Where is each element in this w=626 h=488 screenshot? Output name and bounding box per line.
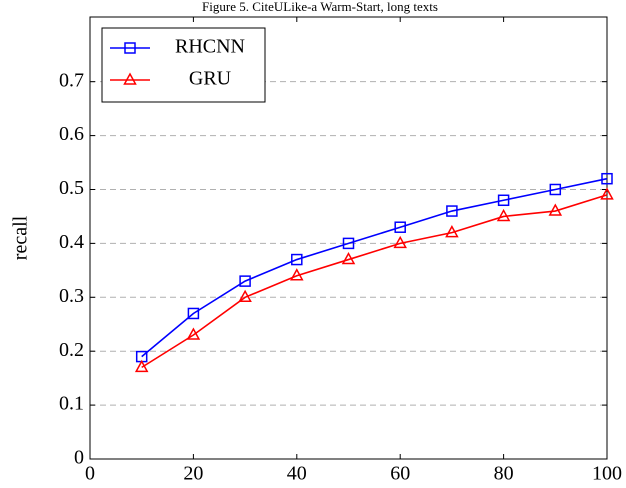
point-marker (187, 307, 200, 320)
point-marker (238, 289, 252, 303)
y-tick-label: 0.4 (59, 231, 84, 253)
point-marker (291, 253, 303, 266)
series-line (141, 177, 608, 358)
legend-label: RHCNN (175, 36, 245, 58)
y-axis-label: recall (10, 215, 32, 260)
point-marker (341, 252, 356, 265)
x-tick-label: 40 (287, 463, 307, 485)
chart-title: Figure 5. CiteULike-a Warm-Start, long t… (202, 0, 438, 14)
point-marker (601, 172, 613, 185)
point-marker (186, 327, 201, 340)
x-tick-label: 20 (183, 463, 203, 485)
point-marker (600, 187, 614, 200)
point-marker (549, 183, 562, 196)
point-marker (394, 221, 406, 233)
y-tick-label: 0.3 (59, 285, 84, 307)
legend-box (101, 27, 266, 103)
point-marker (497, 194, 510, 207)
y-tick-label: 0.1 (59, 393, 84, 415)
x-tick-label: 60 (390, 463, 410, 485)
y-tick-label: 0.6 (59, 123, 84, 145)
point-marker (548, 203, 563, 216)
point-marker (496, 208, 511, 222)
y-tick-label: 0.5 (59, 177, 84, 199)
legend-label: GRU (189, 68, 232, 90)
y-tick-label: 0.2 (59, 339, 84, 361)
point-marker (446, 205, 458, 217)
point-marker (239, 275, 251, 287)
point-marker (393, 235, 407, 249)
legend-marker (124, 42, 136, 54)
point-marker (342, 237, 355, 250)
legend-marker (123, 72, 137, 85)
x-tick-label: 80 (494, 463, 514, 485)
point-marker (445, 225, 459, 238)
y-tick-label: 0.7 (59, 69, 84, 91)
point-marker (290, 268, 304, 281)
x-tick-label: 0 (85, 463, 95, 485)
plot-frame (89, 16, 608, 460)
point-marker (134, 359, 149, 373)
y-tick-label: 0 (74, 447, 84, 469)
x-tick-label: 100 (592, 463, 622, 485)
series-line (141, 194, 608, 369)
